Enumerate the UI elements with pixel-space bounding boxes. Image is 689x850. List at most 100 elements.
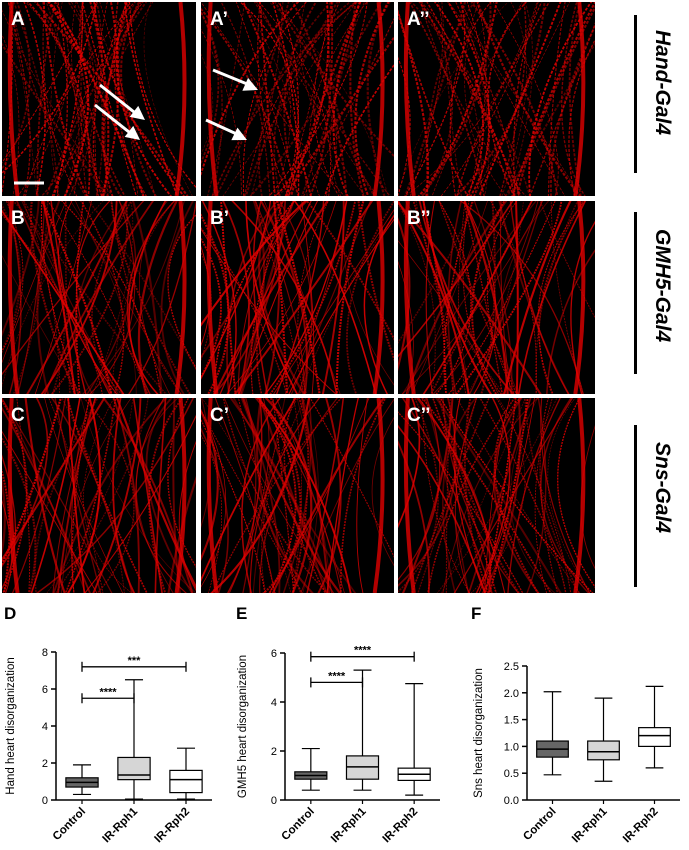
- muscle-fiber: [473, 201, 513, 394]
- muscle-fiber: [83, 398, 133, 593]
- arrow-icon: [99, 83, 140, 118]
- box-control: [536, 691, 569, 776]
- tube-wall: [372, 2, 385, 196]
- muscle-fiber: [40, 2, 103, 196]
- tube-wall: [403, 2, 416, 196]
- muscle-fiber: [478, 398, 535, 593]
- muscle-fiber: [115, 2, 173, 196]
- muscle-fiber: [343, 201, 394, 386]
- muscle-fiber: [201, 7, 290, 196]
- muscle-fiber: [278, 201, 313, 394]
- muscle-fiber: [2, 201, 24, 352]
- tube-wall: [7, 2, 20, 196]
- muscle-fiber: [418, 201, 515, 394]
- muscle-fiber: [51, 2, 84, 196]
- muscle-fiber: [249, 2, 382, 196]
- muscle-fiber: [398, 10, 430, 196]
- y-tick-label: 6: [271, 648, 277, 660]
- muscle-fiber: [276, 398, 345, 593]
- tube-wall: [403, 398, 416, 593]
- muscle-fiber: [259, 2, 276, 196]
- muscle-fiber: [291, 398, 310, 593]
- muscle-fiber: [237, 201, 309, 394]
- muscle-fiber: [435, 398, 562, 593]
- muscle-fiber: [2, 201, 40, 337]
- tube-wall: [206, 2, 219, 196]
- muscle-fiber: [50, 201, 87, 394]
- muscle-fiber: [16, 398, 31, 593]
- muscle-fiber: [2, 406, 91, 593]
- muscle-fiber: [17, 2, 69, 196]
- muscle-fiber: [132, 398, 163, 593]
- muscle-fiber: [537, 201, 586, 394]
- micrograph-panel: C’: [201, 398, 394, 593]
- muscle-fiber: [480, 201, 496, 394]
- micrograph-panel: B’: [201, 201, 394, 394]
- micrograph-panel: A’: [201, 2, 394, 196]
- muscle-fiber: [493, 398, 540, 593]
- muscle-fiber: [257, 398, 352, 593]
- micrograph-panel: C: [2, 398, 196, 593]
- muscle-fiber: [258, 398, 328, 593]
- muscle-fiber: [52, 398, 168, 593]
- muscle-fiber: [456, 2, 551, 196]
- muscle-fiber: [29, 201, 77, 394]
- box-ir-rph2: [638, 685, 671, 769]
- muscle-fiber: [466, 201, 524, 394]
- muscle-fiber: [128, 2, 196, 189]
- box-ir-rph1: [117, 679, 151, 800]
- muscle-fiber: [89, 2, 110, 196]
- muscle-fiber: [154, 398, 167, 593]
- muscle-fiber: [22, 201, 168, 394]
- muscle-fiber: [2, 42, 110, 196]
- muscle-fiber: [67, 398, 86, 593]
- muscle-fiber: [441, 398, 526, 593]
- muscle-fiber: [546, 249, 595, 394]
- y-tick-label: 0: [42, 795, 48, 807]
- muscle-fiber: [7, 201, 22, 394]
- box-iqr: [345, 755, 380, 780]
- tube-wall: [174, 201, 187, 394]
- micrograph-panel: A: [2, 2, 196, 196]
- muscle-fiber: [223, 398, 335, 593]
- y-tick-label: 2: [42, 758, 48, 770]
- muscle-fiber: [167, 214, 196, 370]
- muscle-fiber: [329, 2, 366, 196]
- muscle-fiber: [2, 398, 49, 568]
- muscle-fiber: [226, 201, 279, 394]
- box-iqr: [117, 756, 151, 781]
- muscle-fiber: [398, 8, 469, 196]
- muscle-fiber: [308, 2, 368, 196]
- muscle-fiber: [167, 398, 196, 568]
- muscle-fiber: [2, 499, 12, 593]
- chart-panel-label-f: F: [471, 604, 482, 623]
- significance-label: ****: [328, 670, 346, 682]
- muscle-fiber: [263, 398, 299, 593]
- muscle-fiber: [425, 201, 436, 394]
- muscle-fiber: [504, 41, 595, 196]
- micrograph-panel-label: B’: [210, 208, 229, 229]
- y-tick-label: 0.0: [504, 795, 519, 807]
- significance-bracket: ****: [310, 670, 364, 688]
- muscle-fiber: [540, 398, 590, 593]
- muscle-fiber: [50, 201, 129, 394]
- muscle-fiber: [332, 2, 362, 196]
- muscle-fiber: [500, 201, 512, 394]
- muscle-fiber: [92, 398, 142, 593]
- muscle-fiber: [282, 398, 312, 593]
- x-tick-label: IR-Rph2: [381, 806, 421, 846]
- muscle-fiber: [2, 454, 16, 590]
- muscle-fiber: [65, 2, 154, 196]
- muscle-fiber: [255, 2, 291, 196]
- muscle-fiber: [463, 201, 509, 394]
- micrograph-panel-label: C: [11, 405, 25, 426]
- muscle-fiber: [36, 2, 57, 196]
- y-tick-label: 0.5: [504, 768, 519, 780]
- muscle-fiber: [268, 2, 389, 196]
- muscle-fiber: [231, 201, 338, 394]
- muscle-fiber: [501, 2, 527, 196]
- tube-wall: [7, 398, 20, 593]
- muscle-fiber: [458, 201, 467, 394]
- muscle-fiber: [115, 398, 196, 590]
- x-tick-label: Control: [521, 806, 558, 843]
